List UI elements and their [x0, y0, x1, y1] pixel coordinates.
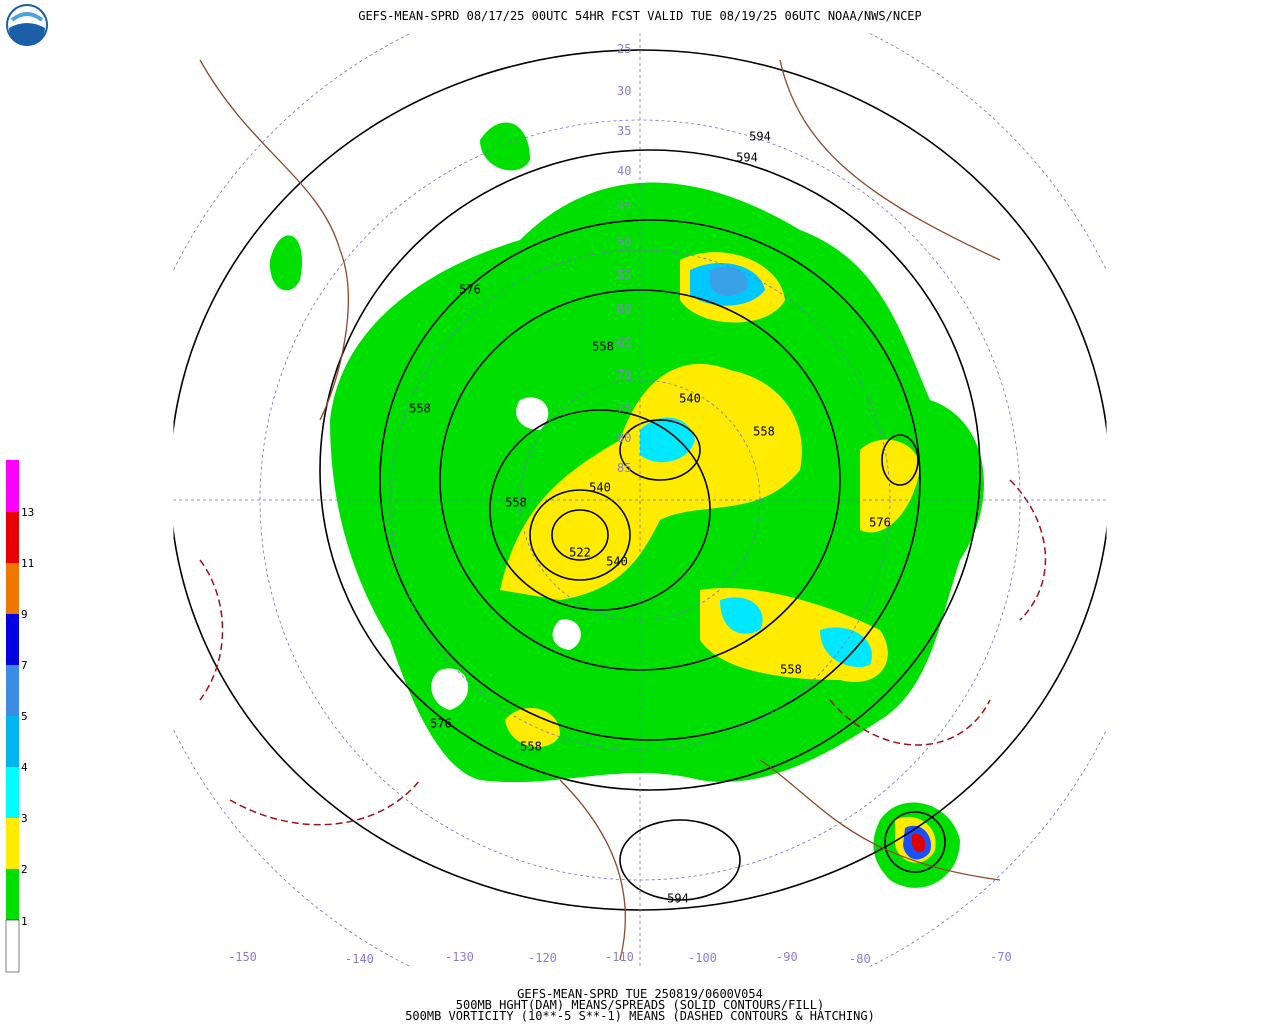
- longitude-label: -80: [849, 952, 871, 966]
- contour-label: 594: [667, 892, 689, 906]
- colorbar-label: 11: [21, 557, 34, 570]
- latitude-labels: 25 30 35 40 45 50 55 60 65 70 75 80 85: [617, 42, 631, 475]
- latitude-label: 80: [617, 431, 631, 445]
- title: GEFS-MEAN-SPRD 08/17/25 00UTC 54HR FCST …: [358, 9, 922, 23]
- latitude-label: 25: [617, 42, 631, 56]
- latitude-label: 55: [617, 268, 631, 282]
- contour-label: 558: [780, 663, 802, 677]
- latitude-label: 35: [617, 124, 631, 138]
- colorbar-label: 7: [21, 659, 28, 672]
- contour-label: 576: [869, 516, 891, 530]
- colorbar-label: 5: [21, 710, 28, 723]
- contour-label: 594: [749, 130, 771, 144]
- contour-labels: 594 594 576 558 558 540 558 558 540 522 …: [409, 130, 891, 906]
- contour-label: 576: [459, 283, 481, 297]
- colorbar-label: 1: [21, 915, 28, 928]
- longitude-labels: -150 -140 -130 -120 -110 -100 -90 -80 -7…: [228, 950, 1012, 966]
- colorbar-label: 3: [21, 812, 28, 825]
- colorbar-label: 9: [21, 608, 28, 621]
- colorbar: 1 2 3 4 5 7 9 11 13: [5, 460, 34, 973]
- contour-label: 540: [606, 555, 628, 569]
- latitude-label: 65: [617, 336, 631, 350]
- contour-label: 576: [430, 717, 452, 731]
- footer-line: 500MB HGHT(DAM) MEANS/SPREADS (SOLID CON…: [456, 998, 824, 1012]
- latitude-label: 75: [617, 401, 631, 415]
- contour-label: 558: [592, 340, 614, 354]
- longitude-label: -120: [528, 951, 557, 965]
- contour-label: 540: [679, 392, 701, 406]
- colorbar-label: 4: [21, 761, 28, 774]
- contour-label: 540: [589, 481, 611, 495]
- latitude-label: 45: [617, 199, 631, 213]
- longitude-label: -150: [228, 950, 257, 964]
- contour-label: 558: [520, 740, 542, 754]
- longitude-label: -70: [990, 950, 1012, 964]
- contour-label: 522: [569, 546, 591, 560]
- latitude-label: 85: [617, 461, 631, 475]
- contour-label: 558: [505, 496, 527, 510]
- latitude-label: 30: [617, 84, 631, 98]
- latitude-label: 70: [617, 368, 631, 382]
- longitude-label: -90: [776, 950, 798, 964]
- footer-line: GEFS-MEAN-SPRD TUE 250819/0600V054: [517, 987, 763, 1001]
- noaa-logo: [6, 4, 48, 46]
- longitude-label: -130: [445, 950, 474, 964]
- longitude-label: -100: [688, 951, 717, 965]
- map: [172, 32, 1108, 968]
- latitude-label: 40: [617, 164, 631, 178]
- colorbar-label: 13: [21, 506, 34, 519]
- colorbar-label: 2: [21, 863, 28, 876]
- contour-label: 594: [736, 151, 758, 165]
- contour-label: 558: [409, 402, 431, 416]
- latitude-label: 50: [617, 235, 631, 249]
- footer-line: 500MB VORTICITY (10**-5 S**-1) MEANS (DA…: [405, 1009, 875, 1023]
- longitude-label: -140: [345, 952, 374, 966]
- contour-label: 558: [753, 425, 775, 439]
- longitude-label: -110: [605, 950, 634, 964]
- latitude-label: 60: [617, 302, 631, 316]
